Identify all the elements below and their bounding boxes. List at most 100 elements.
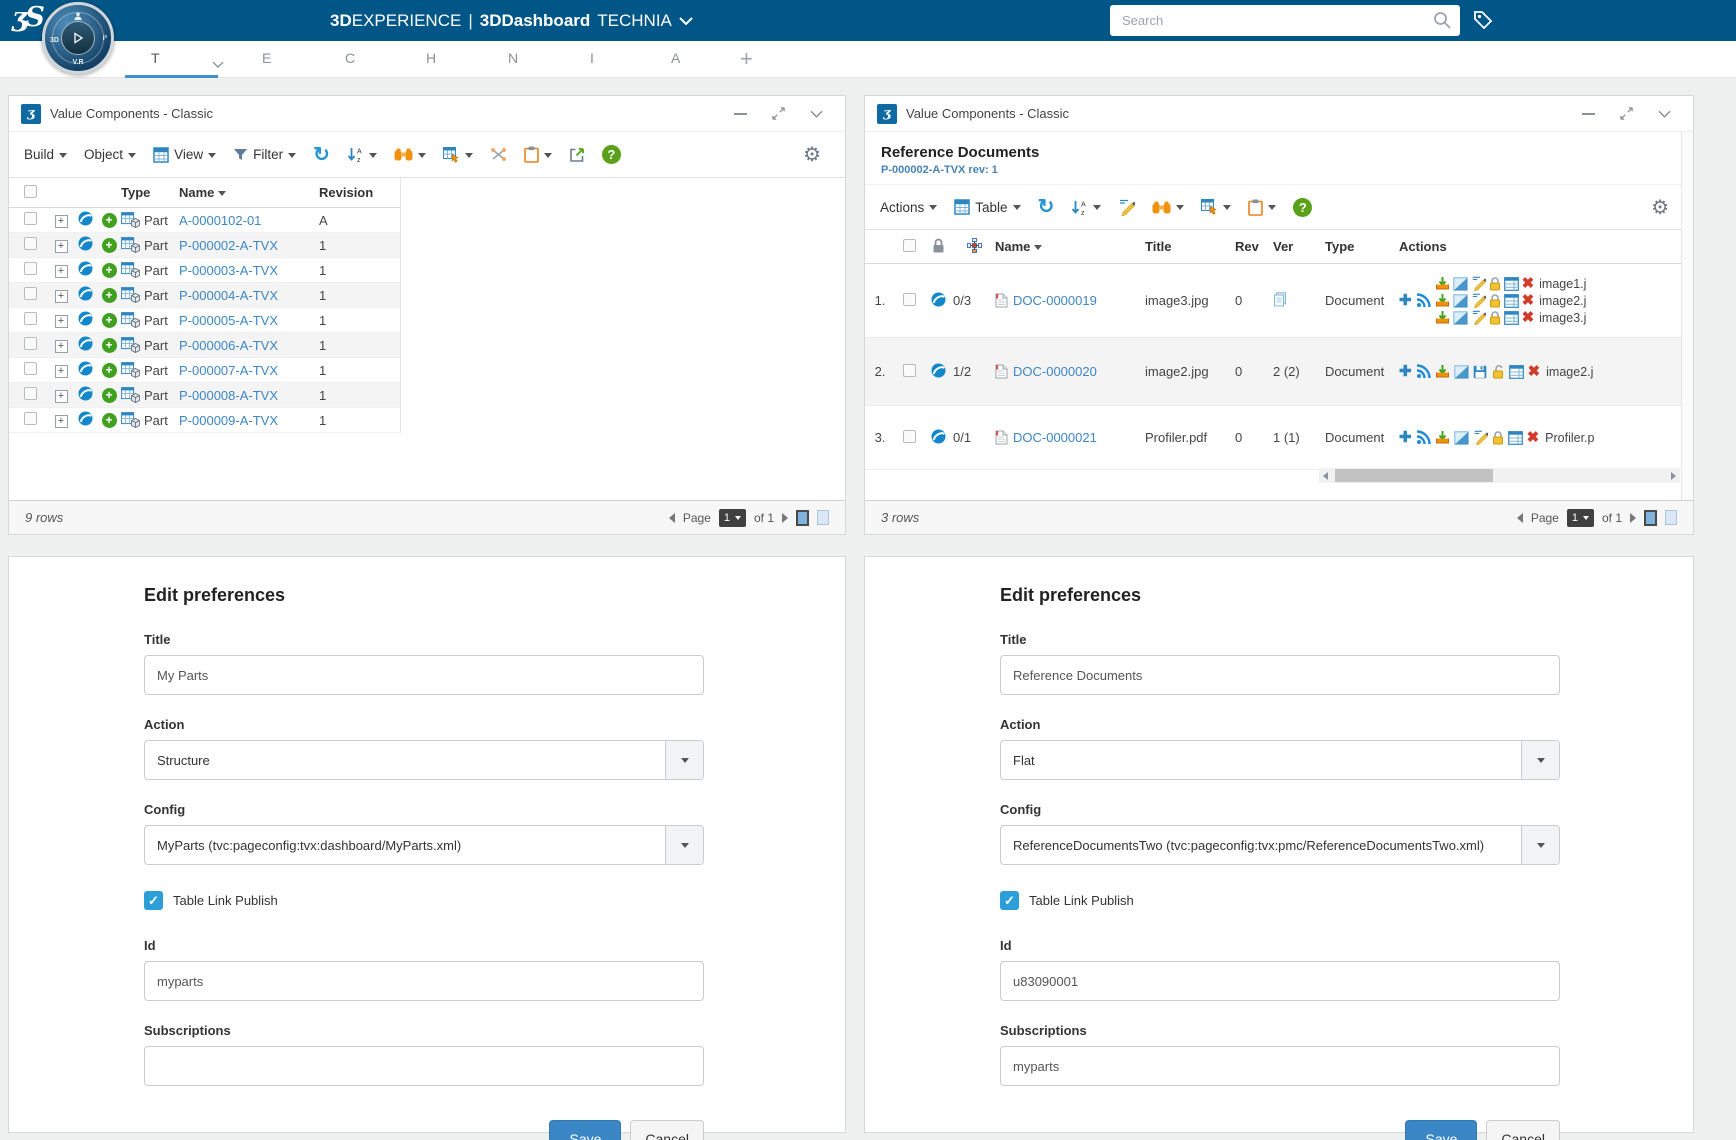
part-name-link[interactable]: P-000007-A-TVX bbox=[179, 362, 278, 378]
expand-toggle-icon[interactable]: + bbox=[54, 215, 68, 228]
title-input[interactable] bbox=[1000, 655, 1560, 695]
row-checkbox[interactable] bbox=[24, 387, 37, 400]
part-name-link[interactable]: P-000006-A-TVX bbox=[179, 337, 278, 353]
unlock-icon[interactable] bbox=[1491, 365, 1505, 379]
row-checkbox[interactable] bbox=[903, 363, 916, 377]
tab-n[interactable]: N bbox=[508, 50, 519, 66]
globe-icon[interactable] bbox=[78, 236, 93, 251]
tag-icon[interactable] bbox=[1472, 9, 1494, 36]
column-title[interactable]: Title bbox=[1145, 239, 1172, 254]
view-file-icon[interactable] bbox=[1453, 311, 1468, 325]
tab-chevron-down-icon[interactable] bbox=[212, 55, 224, 73]
add-icon[interactable]: + bbox=[101, 213, 117, 228]
column-revision[interactable]: Revision bbox=[319, 185, 374, 200]
config-select[interactable]: ReferenceDocumentsTwo (tvc:pageconfig:tv… bbox=[1000, 825, 1560, 865]
globe-icon[interactable] bbox=[78, 336, 93, 351]
part-name-link[interactable]: P-000005-A-TVX bbox=[179, 312, 278, 328]
save-button[interactable]: Save bbox=[549, 1120, 622, 1140]
prev-page-icon[interactable] bbox=[1516, 512, 1523, 523]
edit-file-icon[interactable] bbox=[1471, 310, 1486, 325]
minimize-icon[interactable] bbox=[1582, 112, 1595, 115]
file-details-icon[interactable] bbox=[1504, 294, 1519, 308]
subscribe-rss-icon[interactable] bbox=[1416, 364, 1431, 379]
column-name[interactable]: Name bbox=[179, 185, 319, 200]
help-icon[interactable]: ? bbox=[601, 145, 621, 164]
actions-menu[interactable]: Actions bbox=[880, 200, 938, 215]
help-icon[interactable]: ? bbox=[1293, 197, 1313, 217]
row-checkbox[interactable] bbox=[24, 362, 37, 375]
expand-toggle-icon[interactable]: + bbox=[54, 340, 68, 353]
column-select-menu[interactable] bbox=[443, 147, 473, 163]
page-select[interactable]: 1 bbox=[718, 508, 746, 527]
column-name[interactable]: Name bbox=[995, 239, 1145, 254]
settings-gear-icon[interactable]: ⚙ bbox=[1651, 196, 1669, 219]
globe-icon[interactable] bbox=[78, 211, 93, 226]
select-dropdown-button[interactable] bbox=[1521, 826, 1559, 864]
checkin-file-icon[interactable] bbox=[1435, 310, 1450, 325]
row-checkbox[interactable] bbox=[24, 312, 37, 325]
tab-c[interactable]: C bbox=[345, 50, 356, 66]
clipboard-menu[interactable] bbox=[524, 146, 552, 163]
add-icon[interactable]: + bbox=[101, 263, 117, 278]
add-icon[interactable]: + bbox=[101, 413, 117, 428]
clipboard-menu[interactable] bbox=[1248, 199, 1277, 216]
subscribe-rss-icon[interactable] bbox=[1416, 430, 1431, 445]
add-icon[interactable]: + bbox=[101, 288, 117, 303]
edit-file-icon[interactable] bbox=[1471, 276, 1486, 291]
row-checkbox[interactable] bbox=[24, 262, 37, 275]
add-icon[interactable]: + bbox=[101, 338, 117, 353]
cancel-button[interactable]: Cancel bbox=[1486, 1120, 1560, 1140]
select-dropdown-button[interactable] bbox=[1521, 741, 1559, 779]
globe-icon[interactable] bbox=[78, 311, 93, 326]
tab-t[interactable]: T bbox=[151, 50, 160, 66]
action-select[interactable]: Structure bbox=[144, 740, 704, 780]
edit-file-icon[interactable] bbox=[1471, 293, 1486, 308]
minimize-icon[interactable] bbox=[734, 112, 747, 115]
id-input[interactable] bbox=[144, 961, 704, 1001]
full-view-toggle-icon[interactable] bbox=[817, 510, 829, 525]
table-link-publish-checkbox[interactable]: ✓ bbox=[144, 891, 163, 910]
part-name-link[interactable]: P-000004-A-TVX bbox=[179, 287, 278, 303]
checkin-file-icon[interactable] bbox=[1435, 276, 1450, 291]
tab-a[interactable]: A bbox=[671, 50, 681, 66]
table-menu[interactable]: Table bbox=[954, 199, 1021, 215]
file-details-icon[interactable] bbox=[1504, 311, 1519, 325]
compact-view-toggle-icon[interactable] bbox=[796, 509, 809, 526]
file-details-icon[interactable] bbox=[1509, 365, 1524, 379]
delete-file-icon[interactable]: ✖ bbox=[1521, 275, 1535, 292]
view-file-icon[interactable] bbox=[1453, 277, 1468, 291]
title-input[interactable] bbox=[144, 655, 704, 695]
find-menu[interactable] bbox=[394, 148, 426, 161]
build-menu[interactable]: Build bbox=[24, 147, 68, 162]
select-all-checkbox[interactable] bbox=[24, 184, 37, 198]
column-rev[interactable]: Rev bbox=[1235, 239, 1259, 254]
subscribe-rss-icon[interactable] bbox=[1416, 293, 1431, 308]
document-link[interactable]: DOC-0000019 bbox=[1013, 293, 1097, 308]
cancel-button[interactable]: Cancel bbox=[630, 1120, 704, 1140]
row-checkbox[interactable] bbox=[24, 337, 37, 350]
column-select-menu[interactable] bbox=[1201, 199, 1232, 215]
add-icon[interactable]: + bbox=[101, 238, 117, 253]
select-all-checkbox[interactable] bbox=[903, 238, 916, 252]
add-action-icon[interactable]: ✚ bbox=[1399, 292, 1412, 309]
play-icon[interactable] bbox=[61, 21, 95, 55]
next-page-icon[interactable] bbox=[782, 512, 788, 523]
expand-toggle-icon[interactable]: + bbox=[54, 390, 68, 403]
globe-icon[interactable] bbox=[78, 286, 93, 301]
search-input[interactable] bbox=[1110, 5, 1460, 36]
expand-toggle-icon[interactable]: + bbox=[54, 415, 68, 428]
expand-toggle-icon[interactable]: + bbox=[54, 365, 68, 378]
action-select[interactable]: Flat bbox=[1000, 740, 1560, 780]
tab-h[interactable]: H bbox=[426, 50, 437, 66]
globe-icon[interactable] bbox=[78, 411, 93, 426]
delete-file-icon[interactable]: ✖ bbox=[1521, 292, 1535, 309]
part-name-link[interactable]: A-0000102-01 bbox=[179, 212, 262, 228]
lock-icon[interactable] bbox=[1489, 294, 1501, 308]
part-name-link[interactable]: P-000003-A-TVX bbox=[179, 262, 278, 278]
prev-page-icon[interactable] bbox=[668, 512, 675, 523]
delete-file-icon[interactable]: ✖ bbox=[1521, 309, 1535, 326]
compass-play-button[interactable]: 3D i² V.R bbox=[42, 2, 114, 74]
tab-e[interactable]: E bbox=[262, 50, 272, 66]
save-version-icon[interactable] bbox=[1473, 365, 1487, 379]
